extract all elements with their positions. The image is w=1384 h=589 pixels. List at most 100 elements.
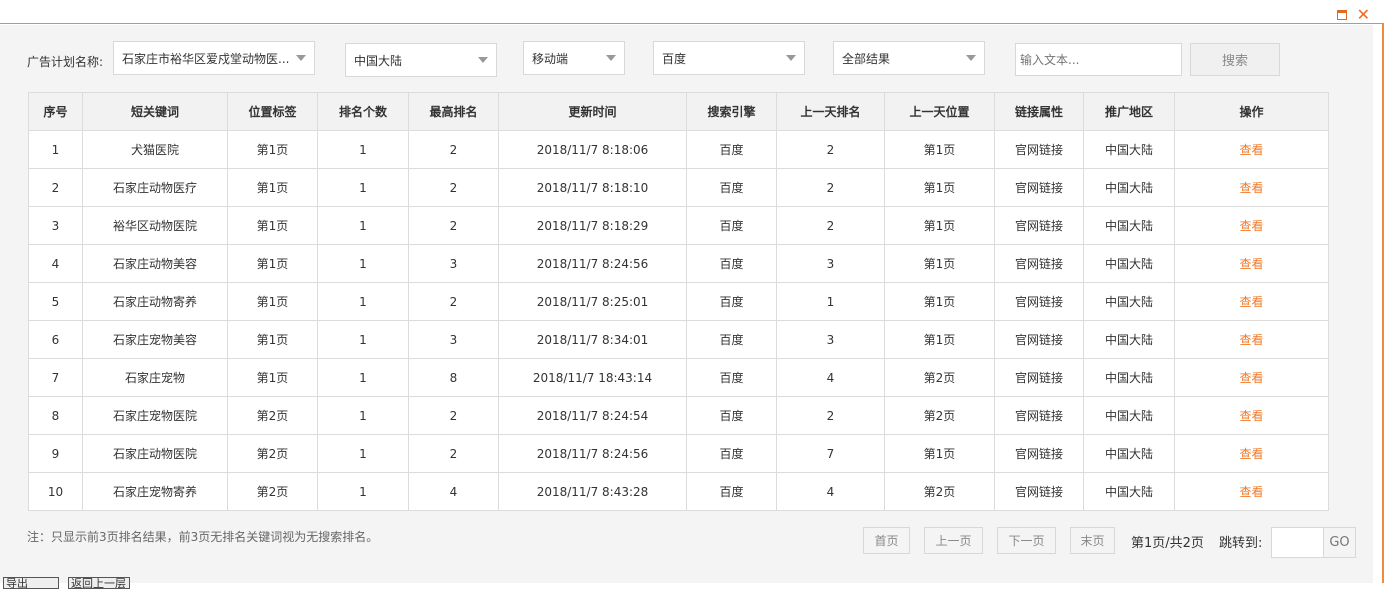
table-cell: 2018/11/7 8:43:28 [498,472,687,511]
first-page-button[interactable]: 首页 [863,527,910,554]
table-cell: 3 [408,244,499,283]
view-link[interactable]: 查看 [1174,434,1329,473]
table-cell: 3 [776,244,885,283]
table-cell: 第2页 [227,434,318,473]
table-cell: 1 [317,168,409,207]
table-cell: 第1页 [884,434,995,473]
table-cell: 百度 [686,168,777,207]
table-cell: 3 [408,320,499,359]
chevron-down-icon [966,55,976,61]
window-border [1382,24,1384,583]
table-cell: 百度 [686,358,777,397]
table-cell: 第2页 [227,396,318,435]
table-cell: 8 [408,358,499,397]
table-cell: 百度 [686,282,777,321]
table-cell: 官网链接 [994,244,1084,283]
column-header: 上一天排名 [776,92,885,131]
table-cell: 2 [28,168,83,207]
table-cell: 中国大陆 [1083,168,1175,207]
view-link[interactable]: 查看 [1174,472,1329,511]
view-link[interactable]: 查看 [1174,320,1329,359]
device-select[interactable]: 移动端 [523,41,625,75]
table-cell: 2018/11/7 8:24:56 [498,434,687,473]
table-cell: 官网链接 [994,396,1084,435]
result-value: 全部结果 [842,51,891,66]
view-link[interactable]: 查看 [1174,244,1329,283]
table-cell: 石家庄动物医疗 [82,168,228,207]
table-cell: 官网链接 [994,206,1084,245]
table-cell: 百度 [686,130,777,169]
search-button[interactable]: 搜索 [1190,43,1280,76]
table-cell: 7 [776,434,885,473]
export-excel-button[interactable]: 导出Excel [3,577,59,589]
view-link[interactable]: 查看 [1174,282,1329,321]
table-cell: 10 [28,472,83,511]
column-header: 搜索引擎 [686,92,777,131]
jump-input[interactable] [1271,527,1324,558]
footer-note: 注：只显示前3页排名结果，前3页无排名关键词视为无搜索排名。 [27,530,379,544]
table-cell: 1 [317,206,409,245]
view-link[interactable]: 查看 [1174,206,1329,245]
table-row: 4 石家庄动物美容 第1页 1 3 2018/11/7 8:24:56 百度 3 第1页 官网链接… [28,244,1329,283]
chevron-down-icon [786,55,796,61]
next-page-button[interactable]: 下一页 [997,527,1056,554]
column-header: 序号 [28,92,83,131]
view-link[interactable]: 查看 [1174,396,1329,435]
table-cell: 2 [776,130,885,169]
device-value: 移动端 [532,51,569,66]
chevron-down-icon [478,57,488,63]
prev-page-button[interactable]: 上一页 [924,527,983,554]
chevron-down-icon [606,55,616,61]
table-header: 序号 短关键词 位置标签 排名个数 最高排名 更新时间 搜索引擎 上一天排名 上一天位置 链接属性… [28,92,1329,131]
result-select[interactable]: 全部结果 [833,41,985,75]
table-cell: 中国大陆 [1083,396,1175,435]
table-cell: 1 [317,396,409,435]
table-cell: 第1页 [884,282,995,321]
region-select[interactable]: 中国大陆 [345,43,497,77]
table-cell: 2 [408,396,499,435]
column-header: 上一天位置 [884,92,995,131]
table-cell: 2018/11/7 18:43:14 [498,358,687,397]
table-cell: 2 [776,168,885,207]
view-link[interactable]: 查看 [1174,168,1329,207]
table-cell: 2018/11/7 8:24:54 [498,396,687,435]
column-header: 排名个数 [317,92,409,131]
last-page-button[interactable]: 末页 [1070,527,1115,554]
plan-select[interactable]: 石家庄市裕华区爱戍堂动物医... [113,41,315,75]
table-cell: 中国大陆 [1083,358,1175,397]
table-cell: 6 [28,320,83,359]
table-cell: 第1页 [227,206,318,245]
chevron-down-icon [296,55,306,61]
table-cell: 官网链接 [994,472,1084,511]
table-cell: 中国大陆 [1083,244,1175,283]
view-link[interactable]: 查看 [1174,358,1329,397]
table-cell: 百度 [686,206,777,245]
table-cell: 第1页 [884,320,995,359]
table-cell: 5 [28,282,83,321]
table-cell: 2 [776,206,885,245]
table-cell: 中国大陆 [1083,320,1175,359]
table-cell: 石家庄宠物美容 [82,320,228,359]
table-cell: 第2页 [884,358,995,397]
table-cell: 裕华区动物医院 [82,206,228,245]
engine-select[interactable]: 百度 [653,41,805,75]
table-row: 6 石家庄宠物美容 第1页 1 3 2018/11/7 8:34:01 百度 3 第1页 官网链接… [28,320,1329,359]
table-cell: 百度 [686,320,777,359]
table-cell: 第1页 [884,244,995,283]
table-cell: 中国大陆 [1083,206,1175,245]
column-header: 位置标签 [227,92,318,131]
close-icon[interactable]: ✕ [1356,5,1370,24]
table-cell: 2 [408,206,499,245]
search-input[interactable] [1015,43,1182,76]
page-info: 第1页/共2页 [1131,536,1204,551]
back-button[interactable]: 返回上一层 [68,577,130,589]
restore-icon[interactable] [1336,10,1347,20]
go-button[interactable]: GO [1323,527,1356,558]
table-row: 2 石家庄动物医疗 第1页 1 2 2018/11/7 8:18:10 百度 2 第1页 官网链接… [28,168,1329,207]
column-header: 短关键词 [82,92,228,131]
table-cell: 2 [408,130,499,169]
view-link[interactable]: 查看 [1174,130,1329,169]
table-cell: 犬猫医院 [82,130,228,169]
table-cell: 官网链接 [994,434,1084,473]
table-cell: 2018/11/7 8:25:01 [498,282,687,321]
